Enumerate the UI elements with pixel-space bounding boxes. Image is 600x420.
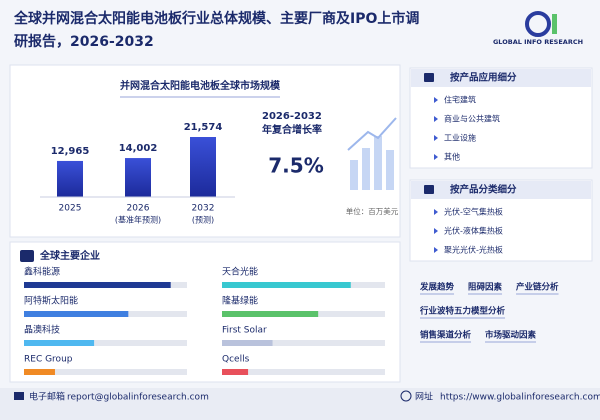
segment-item: 光伏-液体集热板 xyxy=(444,226,503,236)
bullet xyxy=(434,154,438,160)
segment-item: 商业与公共建筑 xyxy=(444,114,500,124)
site[interactable]: https://www.globalinforesearch.com xyxy=(440,393,600,403)
icon xyxy=(424,73,434,82)
segment-header xyxy=(411,69,591,87)
bar-fill xyxy=(222,369,249,375)
cagr-label: 年复合增长率 xyxy=(262,123,322,136)
cagr-label: 2026-2032 xyxy=(262,111,322,122)
decor-bars xyxy=(347,117,397,190)
company-name: Qcells xyxy=(222,355,250,365)
email[interactable]: report@globalinforesearch.com xyxy=(67,393,209,403)
bar xyxy=(125,158,151,197)
bar xyxy=(57,160,83,197)
icon xyxy=(20,250,34,262)
segment-item: 其他 xyxy=(444,152,460,162)
bar-fill xyxy=(222,282,351,288)
segment-title: 按产品分类细分 xyxy=(450,184,517,196)
year-note: (预测) xyxy=(192,215,214,225)
title-line: 研报告，2026-2032 xyxy=(14,33,154,50)
year-note: (基准年预测) xyxy=(115,215,161,225)
market-title: 并网混合太阳能电池板全球市场规模 xyxy=(120,79,281,92)
value-label: 21,574 xyxy=(184,122,223,133)
analysis-link[interactable]: 产业链分析 xyxy=(516,282,559,293)
analysis-link[interactable]: 阻碍因素 xyxy=(468,282,503,293)
bar xyxy=(190,137,216,197)
segment-item: 聚光光伏-光热板 xyxy=(444,245,503,255)
bullet xyxy=(434,135,438,141)
bullet xyxy=(434,209,438,215)
bar-fill xyxy=(222,311,319,317)
analysis-link[interactable]: 发展趋势 xyxy=(419,282,455,293)
segment-title: 按产品应用细分 xyxy=(450,72,517,84)
analysis-link[interactable]: 市场驱动因素 xyxy=(485,330,537,341)
company-name: First Solar xyxy=(222,326,267,336)
companies-title: 全球主要企业 xyxy=(39,249,100,262)
segment-item: 工业设施 xyxy=(444,133,476,143)
logo-text: GLOBAL INFO RESEARCH xyxy=(493,38,583,46)
year-label: 2026 xyxy=(127,204,150,214)
bar-fill xyxy=(24,282,171,288)
company-name: 天合光能 xyxy=(222,266,258,278)
analysis-link[interactable]: 销售渠道分析 xyxy=(420,330,472,341)
bar-track xyxy=(24,369,187,375)
logo: GLOBAL INFO RESEARCH xyxy=(493,11,583,46)
bar-fill xyxy=(24,369,55,375)
year-label: 2025 xyxy=(59,204,82,214)
value-label: 12,965 xyxy=(51,146,90,157)
bullet xyxy=(434,116,438,122)
bar-track xyxy=(24,340,187,346)
footer-bar xyxy=(0,388,600,420)
site-label: 网址 xyxy=(415,391,433,403)
year-label: 2032 xyxy=(192,204,215,214)
analysis-link[interactable]: 行业波特五力模型分析 xyxy=(419,306,506,317)
company-name: REC Group xyxy=(24,355,73,365)
icon xyxy=(14,392,24,400)
title-line: 全球并网混合太阳能电池板行业总体规模、主要厂商及IPO上市调 xyxy=(13,10,419,27)
bullet xyxy=(434,247,438,253)
company-name: 阿特斯太阳能 xyxy=(24,295,78,307)
segment-item: 住宅建筑 xyxy=(444,95,476,105)
company-name: 隆基绿能 xyxy=(222,295,258,307)
bar-fill xyxy=(24,340,95,346)
bar-fill xyxy=(222,340,273,346)
value-label: 14,002 xyxy=(119,143,158,154)
bar-track xyxy=(222,340,385,346)
icon xyxy=(424,185,434,194)
bullet xyxy=(434,228,438,234)
unit: 单位：百万美元 xyxy=(346,206,399,216)
segment-item: 光伏-空气集热板 xyxy=(444,207,503,217)
segment-header xyxy=(411,181,591,199)
company-name: 鑫科能源 xyxy=(24,266,60,278)
cagr-value: 7.5% xyxy=(268,154,323,178)
icon xyxy=(400,390,412,402)
company-name: 晶澳科技 xyxy=(24,324,60,336)
email-label: 电子邮箱 xyxy=(29,391,65,403)
bar-track xyxy=(222,369,385,375)
bar-fill xyxy=(24,311,129,317)
bullet xyxy=(434,97,438,103)
